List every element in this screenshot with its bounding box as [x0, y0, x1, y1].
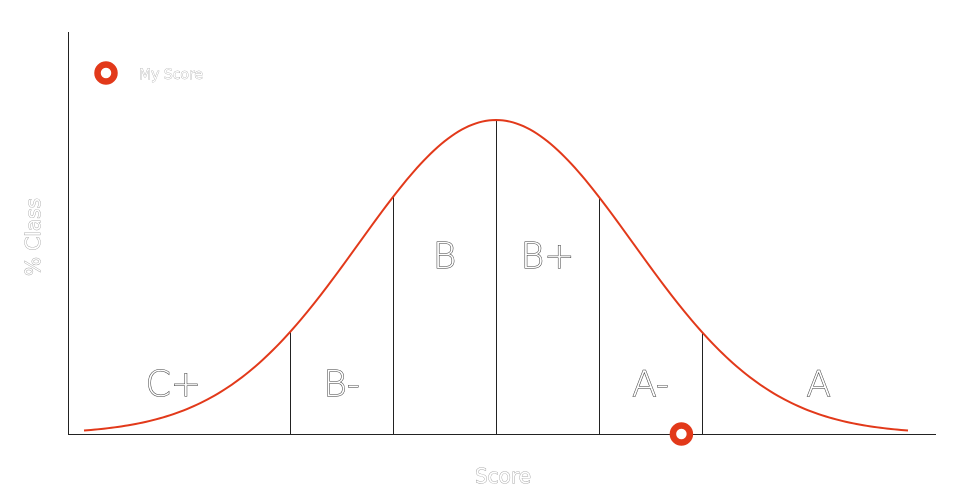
legend-label: My Score [139, 67, 203, 83]
grade-label: A- [632, 364, 669, 405]
x-axis-label: Score [475, 464, 531, 488]
grade-labels: C+ B- B B+ A- A [145, 236, 831, 406]
axes [68, 32, 936, 435]
grade-label: B- [323, 364, 360, 405]
grade-dividers [290, 120, 703, 434]
grade-label: A [806, 364, 831, 405]
y-axis-label: % Class [21, 198, 45, 276]
legend: My Score [94, 61, 203, 85]
distribution-curve [83, 118, 909, 432]
grade-label: B+ [521, 236, 575, 277]
grade-label: B [433, 236, 457, 277]
legend-marker-icon [94, 61, 118, 85]
grade-label: C+ [146, 364, 201, 405]
my-score-marker[interactable] [669, 422, 694, 446]
